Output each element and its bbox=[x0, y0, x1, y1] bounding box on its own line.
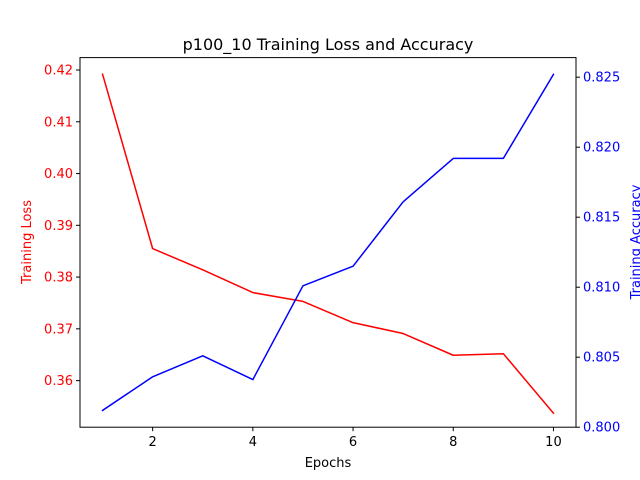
left-tick-label: 0.38 bbox=[44, 271, 73, 286]
left-axis-label: Training Loss bbox=[20, 200, 35, 285]
right-tick-label: 0.825 bbox=[583, 71, 620, 86]
left-axis-ticks: 0.36 0.37 0.38 0.39 0.40 0.41 0.42 bbox=[44, 64, 80, 389]
x-tick-label: 8 bbox=[449, 435, 457, 450]
left-tick-label: 0.40 bbox=[44, 167, 73, 182]
x-axis-ticks: 2 4 6 8 10 bbox=[149, 427, 562, 450]
x-tick-label: 10 bbox=[545, 435, 562, 450]
right-tick-label: 0.805 bbox=[583, 351, 620, 366]
training-accuracy-line bbox=[101, 73, 555, 412]
right-tick-label: 0.815 bbox=[583, 211, 620, 226]
x-tick-label: 6 bbox=[349, 435, 357, 450]
x-tick-label: 2 bbox=[149, 435, 157, 450]
training-loss-line bbox=[101, 73, 555, 415]
left-tick-label: 0.36 bbox=[44, 374, 73, 389]
chart-title: p100_10 Training Loss and Accuracy bbox=[183, 35, 474, 55]
left-tick-label: 0.42 bbox=[44, 64, 73, 79]
right-axis-ticks: 0.800 0.805 0.810 0.815 0.820 0.825 bbox=[576, 71, 620, 436]
x-axis-label: Epochs bbox=[305, 456, 352, 471]
x-tick-label: 4 bbox=[249, 435, 257, 450]
plot-frame bbox=[79, 57, 577, 428]
right-tick-label: 0.810 bbox=[583, 281, 620, 296]
right-tick-label: 0.820 bbox=[583, 141, 620, 156]
left-tick-label: 0.39 bbox=[44, 219, 73, 234]
right-tick-label: 0.800 bbox=[583, 421, 620, 436]
left-tick-label: 0.41 bbox=[44, 115, 73, 130]
right-axis-label: Training Accuracy bbox=[629, 184, 640, 300]
plot-lines bbox=[101, 73, 555, 415]
left-tick-label: 0.37 bbox=[44, 322, 73, 337]
